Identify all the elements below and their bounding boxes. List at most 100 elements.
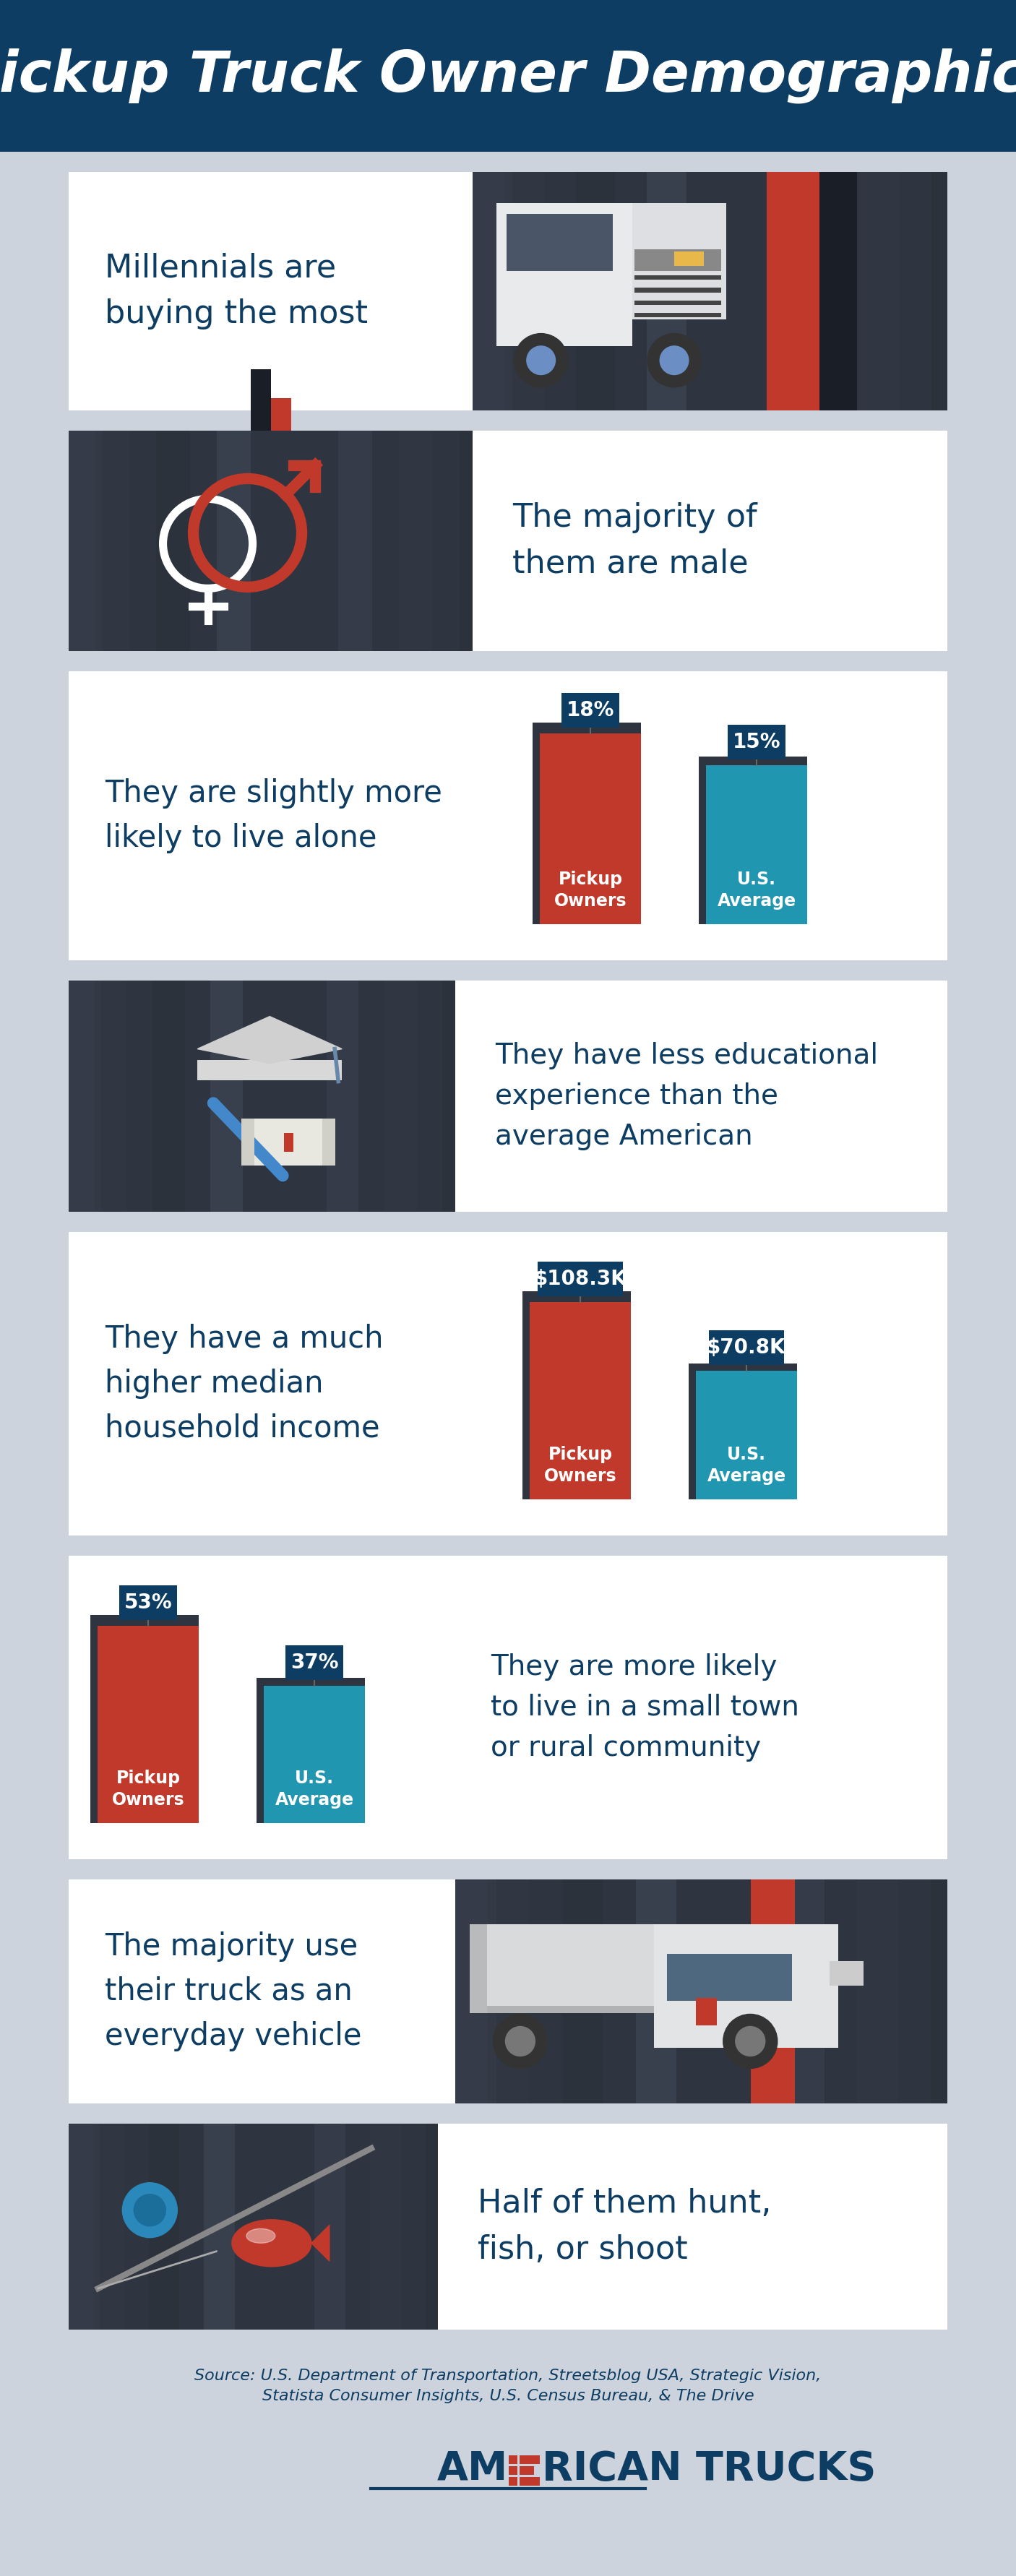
Bar	[751, 1880, 795, 2105]
Bar	[470, 1924, 654, 2012]
Bar	[283, 1133, 294, 1151]
Bar	[251, 368, 270, 430]
Text: AM: AM	[437, 2450, 508, 2488]
Bar	[455, 1880, 496, 2105]
Bar	[767, 173, 819, 410]
Bar	[370, 2123, 400, 2329]
Circle shape	[526, 345, 556, 374]
Text: 15%: 15%	[733, 732, 781, 752]
Polygon shape	[197, 1018, 342, 1064]
Bar	[783, 1880, 824, 2105]
Circle shape	[723, 2014, 777, 2069]
Bar	[509, 2465, 517, 2476]
Text: The majority of
them are male: The majority of them are male	[513, 502, 757, 580]
Bar	[509, 2455, 517, 2465]
Bar	[90, 1615, 199, 1824]
Bar	[426, 2123, 438, 2329]
Bar	[636, 1880, 677, 2105]
Bar	[488, 1880, 529, 2105]
Bar	[69, 430, 947, 652]
Bar	[858, 1880, 898, 2105]
Bar	[506, 214, 613, 270]
Bar	[326, 981, 359, 1211]
Bar	[242, 1118, 255, 1164]
Text: Pickup
Owners: Pickup Owners	[544, 1445, 617, 1484]
Bar	[789, 173, 829, 410]
Polygon shape	[311, 2226, 329, 2262]
Bar	[689, 1363, 797, 1499]
Text: They are more likely
to live in a small town
or rural community: They are more likely to live in a small …	[491, 1654, 799, 1762]
Bar	[562, 1880, 602, 2105]
Bar	[718, 173, 758, 410]
Bar	[148, 2123, 180, 2329]
Circle shape	[134, 2195, 166, 2226]
Bar	[94, 981, 127, 1211]
Bar	[635, 289, 721, 294]
Bar	[635, 301, 721, 304]
Circle shape	[660, 345, 689, 374]
Text: Pickup
Owners: Pickup Owners	[555, 871, 627, 909]
Bar	[522, 1291, 631, 1499]
Bar	[830, 1960, 864, 1986]
Bar	[264, 1685, 365, 1824]
Bar	[69, 672, 947, 961]
Bar	[541, 734, 641, 925]
Text: 37%: 37%	[291, 1651, 338, 1672]
Bar	[635, 250, 721, 270]
FancyArrowPatch shape	[213, 1103, 282, 1175]
Bar	[459, 430, 472, 652]
Bar	[268, 981, 301, 1211]
Bar	[654, 1924, 838, 2048]
Bar	[519, 2465, 534, 2476]
Bar	[666, 1953, 792, 2002]
Ellipse shape	[232, 2221, 311, 2267]
Bar	[932, 173, 947, 410]
Bar	[384, 981, 417, 1211]
Bar	[519, 2455, 539, 2465]
Bar	[529, 1303, 631, 1499]
Bar	[472, 173, 947, 410]
Bar	[647, 173, 687, 410]
Bar	[216, 430, 251, 652]
Bar	[497, 204, 632, 345]
Bar	[69, 2123, 438, 2329]
Bar	[69, 981, 455, 1211]
Bar	[69, 430, 472, 652]
Bar	[242, 1118, 335, 1164]
Bar	[204, 2123, 235, 2329]
Text: Half of them hunt,
fish, or shoot: Half of them hunt, fish, or shoot	[478, 2187, 771, 2264]
Bar	[635, 312, 721, 317]
Bar	[93, 2123, 124, 2329]
Bar	[442, 981, 455, 1211]
Bar	[470, 2007, 654, 2012]
Text: U.S.
Average: U.S. Average	[717, 871, 797, 909]
Bar	[696, 1999, 717, 2025]
Bar	[152, 981, 185, 1211]
Bar	[156, 430, 190, 652]
Circle shape	[736, 2027, 765, 2056]
Bar	[709, 1329, 784, 1365]
Bar	[699, 757, 808, 925]
Bar	[696, 1370, 797, 1499]
Bar	[251, 399, 291, 430]
Circle shape	[514, 332, 568, 386]
Bar	[0, 0, 1016, 152]
Bar	[69, 2123, 947, 2329]
Bar	[819, 173, 858, 410]
Text: $108.3K: $108.3K	[533, 1270, 627, 1288]
Bar	[210, 981, 243, 1211]
Circle shape	[505, 2027, 535, 2056]
Text: Pickup Truck Owner Demographics: Pickup Truck Owner Demographics	[0, 49, 1016, 103]
Bar	[322, 1118, 335, 1164]
Bar	[709, 1880, 751, 2105]
Bar	[632, 204, 726, 319]
Text: Millennials are
buying the most: Millennials are buying the most	[105, 252, 368, 330]
Bar	[635, 276, 721, 281]
Bar	[69, 1231, 947, 1535]
Bar	[470, 1924, 487, 2012]
Bar	[277, 430, 311, 652]
Text: U.S.
Average: U.S. Average	[707, 1445, 786, 1484]
Bar	[931, 1880, 947, 2105]
Bar	[861, 173, 900, 410]
Text: They are slightly more
likely to live alone: They are slightly more likely to live al…	[105, 778, 442, 853]
